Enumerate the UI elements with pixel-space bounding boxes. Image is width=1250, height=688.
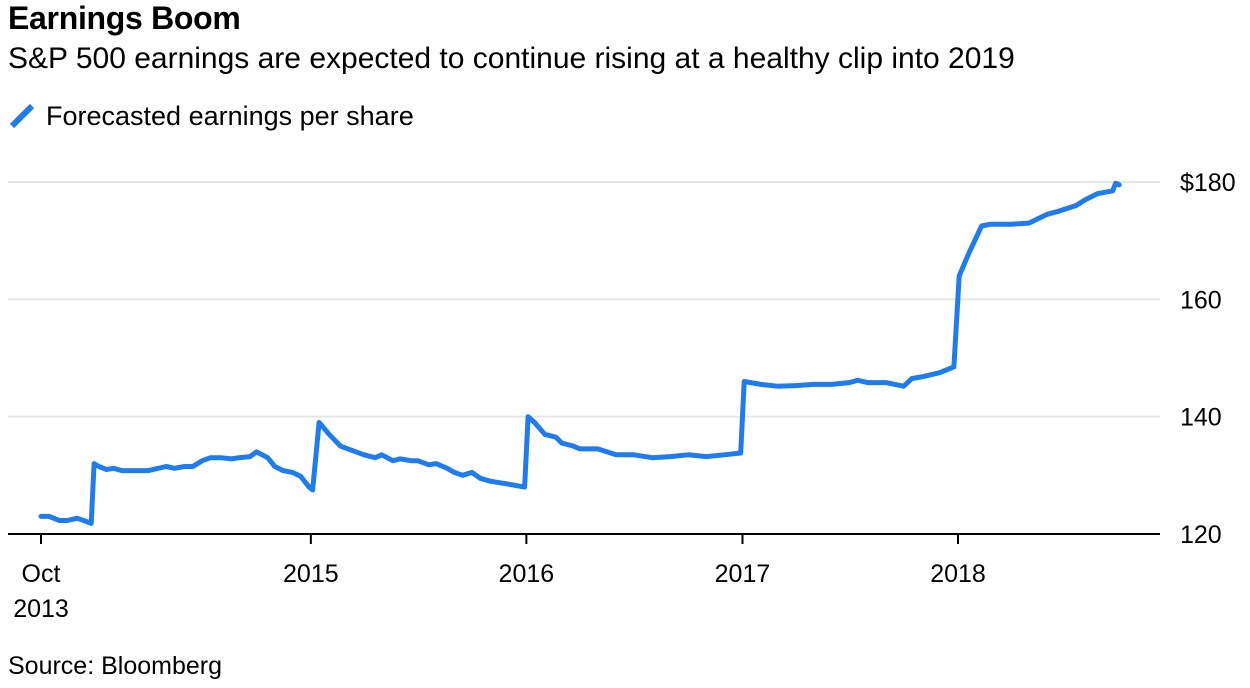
- legend-swatch: [9, 103, 35, 129]
- source-note: Source: Bloomberg: [8, 652, 223, 680]
- chart-title: Earnings Boom: [8, 0, 241, 36]
- legend: Forecasted earnings per share: [8, 99, 414, 133]
- x-tick-label: 2018: [930, 560, 986, 588]
- y-tick-label: 140: [1180, 404, 1222, 432]
- x-tick-label: 2015: [283, 560, 339, 588]
- y-tick-label: 160: [1180, 286, 1222, 314]
- legend-label: Forecasted earnings per share: [46, 100, 414, 131]
- series-line-forecasted-eps: [38, 180, 1122, 526]
- y-tick-label: 120: [1180, 521, 1222, 549]
- x-tick-label: 2016: [499, 560, 555, 588]
- x-tick-label: Oct: [22, 560, 61, 588]
- chart-subtitle: S&P 500 earnings are expected to continu…: [8, 42, 1015, 75]
- x-tick-label-year: 2013: [13, 595, 69, 623]
- x-tick-label: 2017: [715, 560, 771, 588]
- grid-lines: [8, 181, 1160, 418]
- x-tick-labels: Oct 2013 2015 2016 2017 2018: [13, 534, 986, 623]
- y-axis: 120 140 160 $180: [1180, 169, 1236, 549]
- series-layer: [38, 180, 1122, 526]
- y-tick-label: $180: [1180, 169, 1236, 197]
